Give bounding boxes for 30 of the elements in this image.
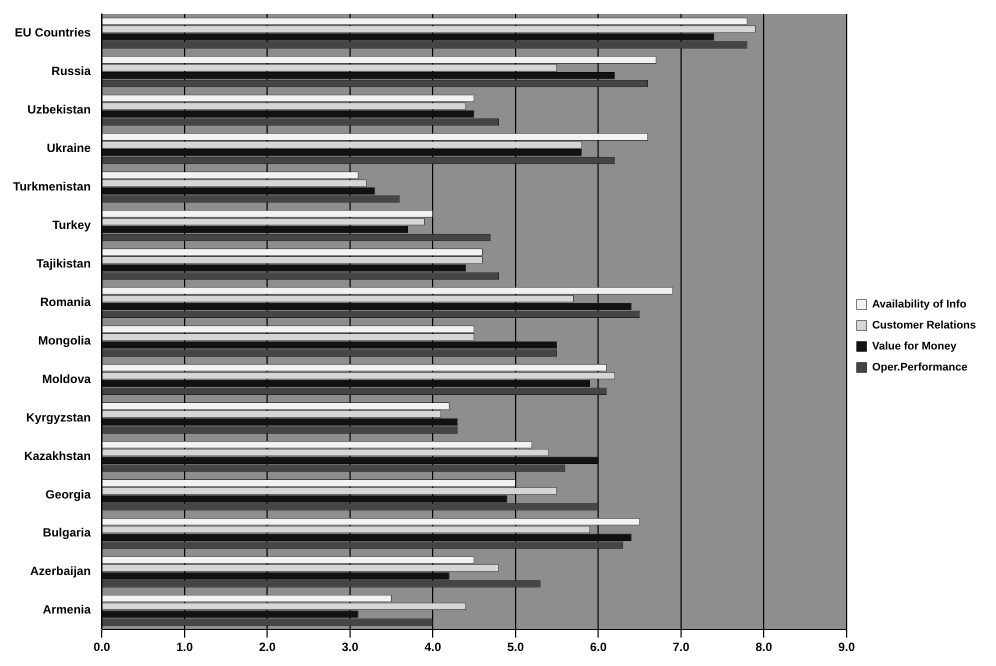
x-tick-label: 8.0 [755, 640, 772, 654]
y-tick-label: Mongolia [38, 333, 92, 348]
legend-label: Oper.Performance [872, 362, 968, 374]
y-tick-label: Turkmenistan [13, 179, 91, 194]
y-tick-label: Kyrgyzstan [26, 410, 91, 424]
legend-label: Availability of Info [872, 298, 967, 311]
y-tick-label: Moldova [42, 372, 92, 386]
x-tick-label: 1.0 [176, 640, 194, 654]
y-tick-label: Turkey [52, 218, 92, 232]
x-tick-label: 9.0 [838, 640, 856, 654]
x-tick-label: 7.0 [672, 640, 690, 654]
y-tick-label: Russia [51, 64, 92, 78]
x-tick-label: 3.0 [342, 640, 359, 654]
x-tick-label: 6.0 [590, 640, 607, 654]
y-tick-label: Bulgaria [42, 526, 92, 540]
legend-label: Customer Relations [872, 320, 976, 332]
y-tick-label: Tajikistan [36, 256, 91, 270]
y-tick-label: Kazakhstan [24, 448, 91, 463]
y-tick-label: Romania [40, 294, 92, 309]
legend-label: Value for Money [872, 340, 958, 353]
y-tick-label: Uzbekistan [27, 102, 91, 116]
y-tick-label: Georgia [45, 487, 92, 502]
y-tick-label: Ukraine [46, 140, 92, 155]
y-tick-label: Azerbaijan [30, 564, 91, 578]
y-tick-label: EU Countries [14, 26, 92, 40]
x-tick-label: 4.0 [424, 640, 442, 654]
x-tick-label: 2.0 [258, 640, 276, 654]
x-tick-label: 0.0 [93, 640, 110, 654]
x-tick-label: 5.0 [507, 640, 524, 654]
y-tick-label: Armenia [42, 602, 92, 617]
